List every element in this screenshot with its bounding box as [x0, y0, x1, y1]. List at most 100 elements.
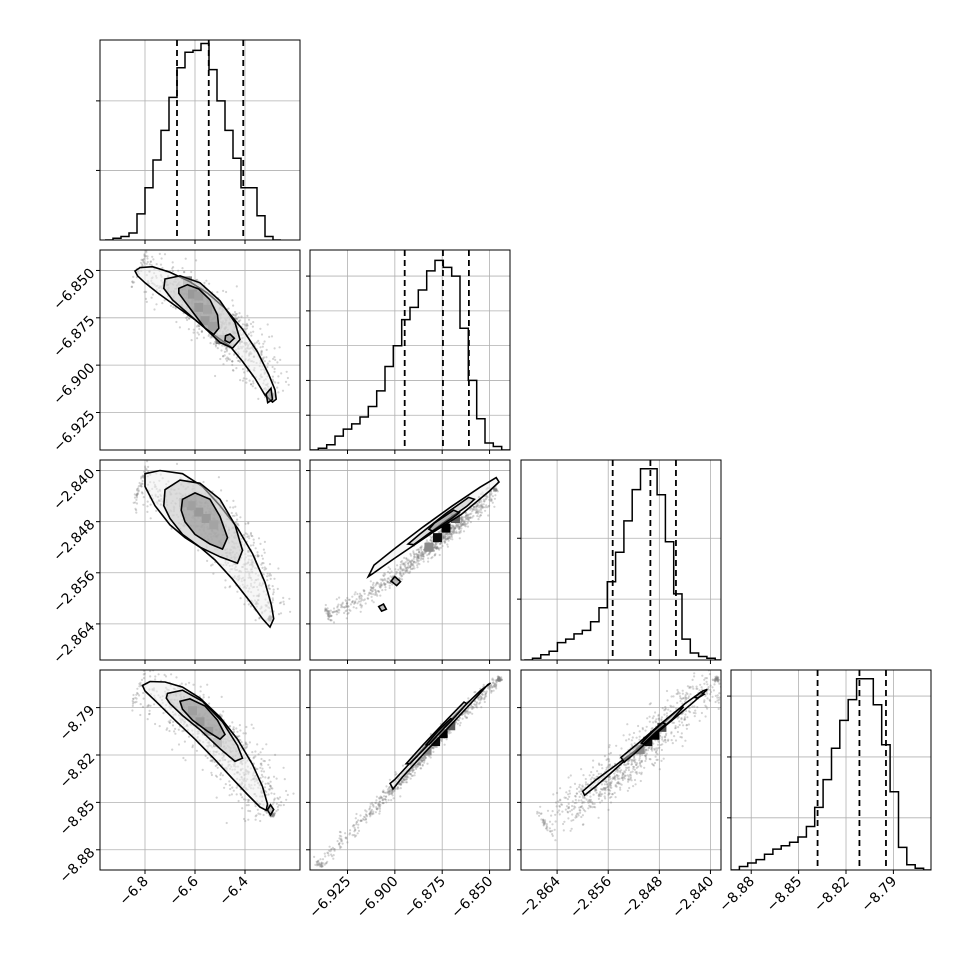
scatter-point: [421, 763, 424, 767]
scatter-point: [461, 523, 464, 526]
scatter-point: [399, 574, 402, 577]
scatter-point: [452, 531, 455, 534]
scatter-point: [261, 747, 264, 751]
scatter-point: [389, 581, 392, 585]
scatter-point: [185, 316, 188, 320]
scatter-point: [379, 578, 382, 581]
scatter-point: [581, 796, 585, 799]
scatter-point: [399, 567, 402, 570]
scatter-point: [443, 535, 447, 538]
scatter-point: [208, 282, 211, 285]
scatter-point: [142, 677, 146, 680]
scatter-point: [477, 518, 480, 521]
scatter-point: [640, 759, 644, 762]
scatter-point: [251, 325, 254, 328]
scatter-point: [268, 788, 271, 791]
scatter-point: [320, 863, 323, 866]
scatter-point: [423, 551, 426, 554]
scatter-panel: [132, 460, 292, 629]
scatter-point: [490, 492, 493, 495]
scatter-point: [263, 568, 266, 571]
scatter-point: [414, 561, 418, 564]
scatter-point: [271, 813, 274, 816]
scatter-point: [395, 570, 398, 573]
scatter-point: [239, 792, 242, 795]
scatter-point: [277, 613, 281, 616]
scatter-point: [479, 511, 482, 514]
scatter-point: [345, 837, 348, 840]
scatter-point: [271, 814, 274, 818]
scatter-point: [412, 560, 415, 563]
scatter-point: [635, 772, 639, 775]
scatter-point: [265, 743, 268, 746]
scatter-point: [240, 741, 243, 744]
scatter-point: [409, 772, 412, 776]
scatter-point: [346, 612, 349, 616]
scatter-point: [136, 492, 139, 495]
density-block: [441, 523, 451, 533]
scatter-point: [495, 487, 498, 491]
scatter-point: [410, 774, 413, 778]
scatter-point: [482, 683, 485, 687]
scatter-point: [439, 546, 442, 549]
scatter-point: [469, 711, 472, 714]
scatter-point: [375, 593, 378, 596]
scatter-point: [382, 789, 385, 792]
scatter-point: [670, 731, 673, 734]
scatter-point: [143, 262, 146, 265]
scatter-point: [551, 833, 554, 836]
scatter-point: [140, 258, 143, 261]
scatter-point: [536, 812, 539, 815]
scatter-point: [148, 709, 151, 712]
scatter-point: [390, 789, 393, 792]
scatter-point: [493, 497, 496, 500]
scatter-point: [371, 583, 374, 587]
scatter-point: [131, 280, 134, 283]
scatter-point: [388, 790, 391, 793]
scatter-point: [716, 699, 719, 702]
scatter-point: [212, 342, 215, 345]
scatter-point: [474, 700, 477, 703]
scatter-point: [371, 599, 374, 602]
scatter-point: [417, 763, 420, 766]
scatter-point: [475, 505, 478, 509]
scatter-point: [340, 840, 343, 843]
scatter-point: [459, 721, 462, 725]
scatter-point: [142, 475, 145, 478]
scatter-point: [228, 725, 231, 728]
scatter-point: [238, 724, 241, 727]
scatter-point: [315, 860, 318, 863]
scatter-point: [442, 536, 445, 539]
scatter-point: [286, 376, 289, 380]
scatter-point: [252, 762, 255, 765]
scatter-point: [475, 511, 478, 514]
scatter-point: [136, 489, 139, 492]
scatter-point: [579, 806, 583, 809]
scatter-point: [644, 748, 648, 751]
scatter-point: [456, 531, 459, 534]
scatter-point: [477, 698, 480, 701]
scatter-point: [667, 708, 670, 711]
scatter-point: [357, 829, 361, 833]
scatter-point: [457, 524, 460, 527]
scatter-point: [341, 606, 344, 609]
scatter-point: [265, 567, 268, 570]
scatter-point: [271, 814, 274, 818]
scatter-point: [354, 834, 358, 837]
scatter-point: [292, 792, 295, 795]
scatter-point: [231, 299, 234, 302]
scatter-point: [168, 721, 171, 725]
scatter-point: [450, 526, 453, 530]
scatter-point: [578, 806, 581, 809]
scatter-point: [275, 777, 278, 780]
scatter-point: [440, 737, 444, 741]
scatter-point: [362, 590, 366, 593]
scatter-point: [255, 814, 258, 817]
scatter-point: [370, 595, 373, 599]
scatter-point: [348, 608, 351, 611]
scatter-point: [488, 494, 491, 497]
scatter-point: [443, 537, 447, 540]
scatter-point: [266, 362, 269, 365]
scatter-point: [252, 757, 255, 760]
scatter-point: [214, 343, 217, 347]
